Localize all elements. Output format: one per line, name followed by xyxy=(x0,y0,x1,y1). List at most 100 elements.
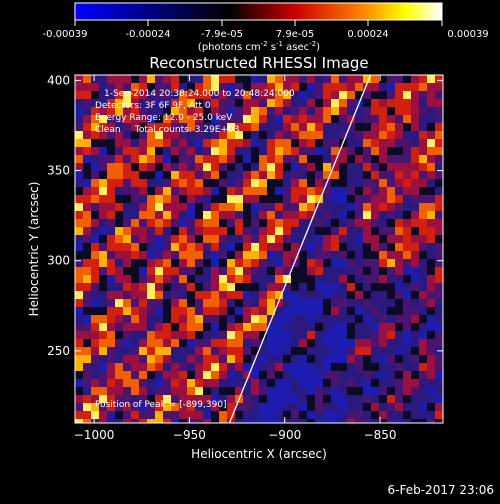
image-pixel xyxy=(235,307,243,315)
image-pixel xyxy=(291,291,299,299)
image-pixel xyxy=(403,187,411,195)
image-pixel xyxy=(155,219,163,227)
image-pixel xyxy=(115,283,123,291)
image-pixel xyxy=(163,163,171,171)
image-pixel xyxy=(187,315,195,323)
image-pixel xyxy=(227,163,235,171)
image-pixel xyxy=(243,355,251,363)
image-pixel xyxy=(427,403,435,411)
image-pixel xyxy=(299,259,307,267)
image-pixel xyxy=(179,187,187,195)
image-pixel xyxy=(227,339,235,347)
image-pixel xyxy=(243,339,251,347)
image-pixel xyxy=(411,403,419,411)
image-pixel xyxy=(139,411,147,419)
image-pixel xyxy=(267,275,275,283)
image-pixel xyxy=(123,171,131,179)
image-pixel xyxy=(307,323,315,331)
image-pixel xyxy=(131,99,139,107)
image-pixel xyxy=(203,187,211,195)
image-pixel xyxy=(75,307,83,315)
image-pixel xyxy=(83,75,91,83)
image-pixel xyxy=(91,115,99,123)
image-pixel xyxy=(427,379,435,387)
image-pixel xyxy=(179,251,187,259)
image-pixel xyxy=(275,179,283,187)
image-pixel xyxy=(363,259,371,267)
image-pixel xyxy=(171,275,179,283)
image-pixel xyxy=(251,379,259,387)
image-pixel xyxy=(107,163,115,171)
image-pixel xyxy=(259,171,267,179)
image-pixel xyxy=(275,315,283,323)
image-pixel xyxy=(387,379,395,387)
image-pixel xyxy=(259,291,267,299)
image-pixel xyxy=(147,315,155,323)
image-pixel xyxy=(131,339,139,347)
image-pixel xyxy=(251,339,259,347)
image-pixel xyxy=(275,83,283,91)
image-pixel xyxy=(83,291,91,299)
image-pixel xyxy=(179,99,187,107)
image-pixel xyxy=(115,243,123,251)
image-pixel xyxy=(363,187,371,195)
image-pixel xyxy=(427,227,435,235)
image-pixel xyxy=(219,299,227,307)
image-pixel xyxy=(99,179,107,187)
image-pixel xyxy=(323,219,331,227)
image-pixel xyxy=(211,323,219,331)
image-pixel xyxy=(99,123,107,131)
image-pixel xyxy=(107,123,115,131)
image-pixel xyxy=(331,275,339,283)
image-pixel xyxy=(419,291,427,299)
image-pixel xyxy=(435,339,443,347)
image-pixel xyxy=(211,355,219,363)
image-pixel xyxy=(75,123,83,131)
image-pixel xyxy=(251,107,259,115)
image-pixel xyxy=(307,379,315,387)
image-pixel xyxy=(427,419,435,423)
image-pixel xyxy=(339,91,347,99)
image-pixel xyxy=(403,131,411,139)
image-pixel xyxy=(307,387,315,395)
image-pixel xyxy=(387,371,395,379)
image-pixel xyxy=(347,131,355,139)
image-pixel xyxy=(259,91,267,99)
image-pixel xyxy=(283,267,291,275)
image-pixel xyxy=(147,147,155,155)
image-pixel xyxy=(163,371,171,379)
image-pixel xyxy=(387,99,395,107)
image-pixel xyxy=(371,187,379,195)
image-pixel xyxy=(403,307,411,315)
image-pixel xyxy=(355,419,363,423)
image-pixel xyxy=(427,115,435,123)
image-pixel xyxy=(227,75,235,83)
image-pixel xyxy=(307,91,315,99)
image-pixel xyxy=(347,147,355,155)
image-pixel xyxy=(395,395,403,403)
image-pixel xyxy=(155,323,163,331)
image-pixel xyxy=(363,195,371,203)
image-pixel xyxy=(331,107,339,115)
image-pixel xyxy=(187,203,195,211)
image-pixel xyxy=(291,323,299,331)
image-pixel xyxy=(411,91,419,99)
image-pixel xyxy=(315,379,323,387)
image-pixel xyxy=(307,235,315,243)
image-pixel xyxy=(363,83,371,91)
image-pixel xyxy=(347,299,355,307)
image-pixel xyxy=(283,419,291,423)
image-pixel xyxy=(363,147,371,155)
image-pixel xyxy=(75,339,83,347)
image-pixel xyxy=(315,219,323,227)
image-pixel xyxy=(235,123,243,131)
image-pixel xyxy=(395,251,403,259)
image-pixel xyxy=(323,299,331,307)
image-pixel xyxy=(243,75,251,83)
image-pixel xyxy=(219,123,227,131)
image-pixel xyxy=(195,387,203,395)
image-pixel xyxy=(371,379,379,387)
image-pixel xyxy=(163,147,171,155)
image-pixel xyxy=(75,83,83,91)
image-pixel xyxy=(83,123,91,131)
